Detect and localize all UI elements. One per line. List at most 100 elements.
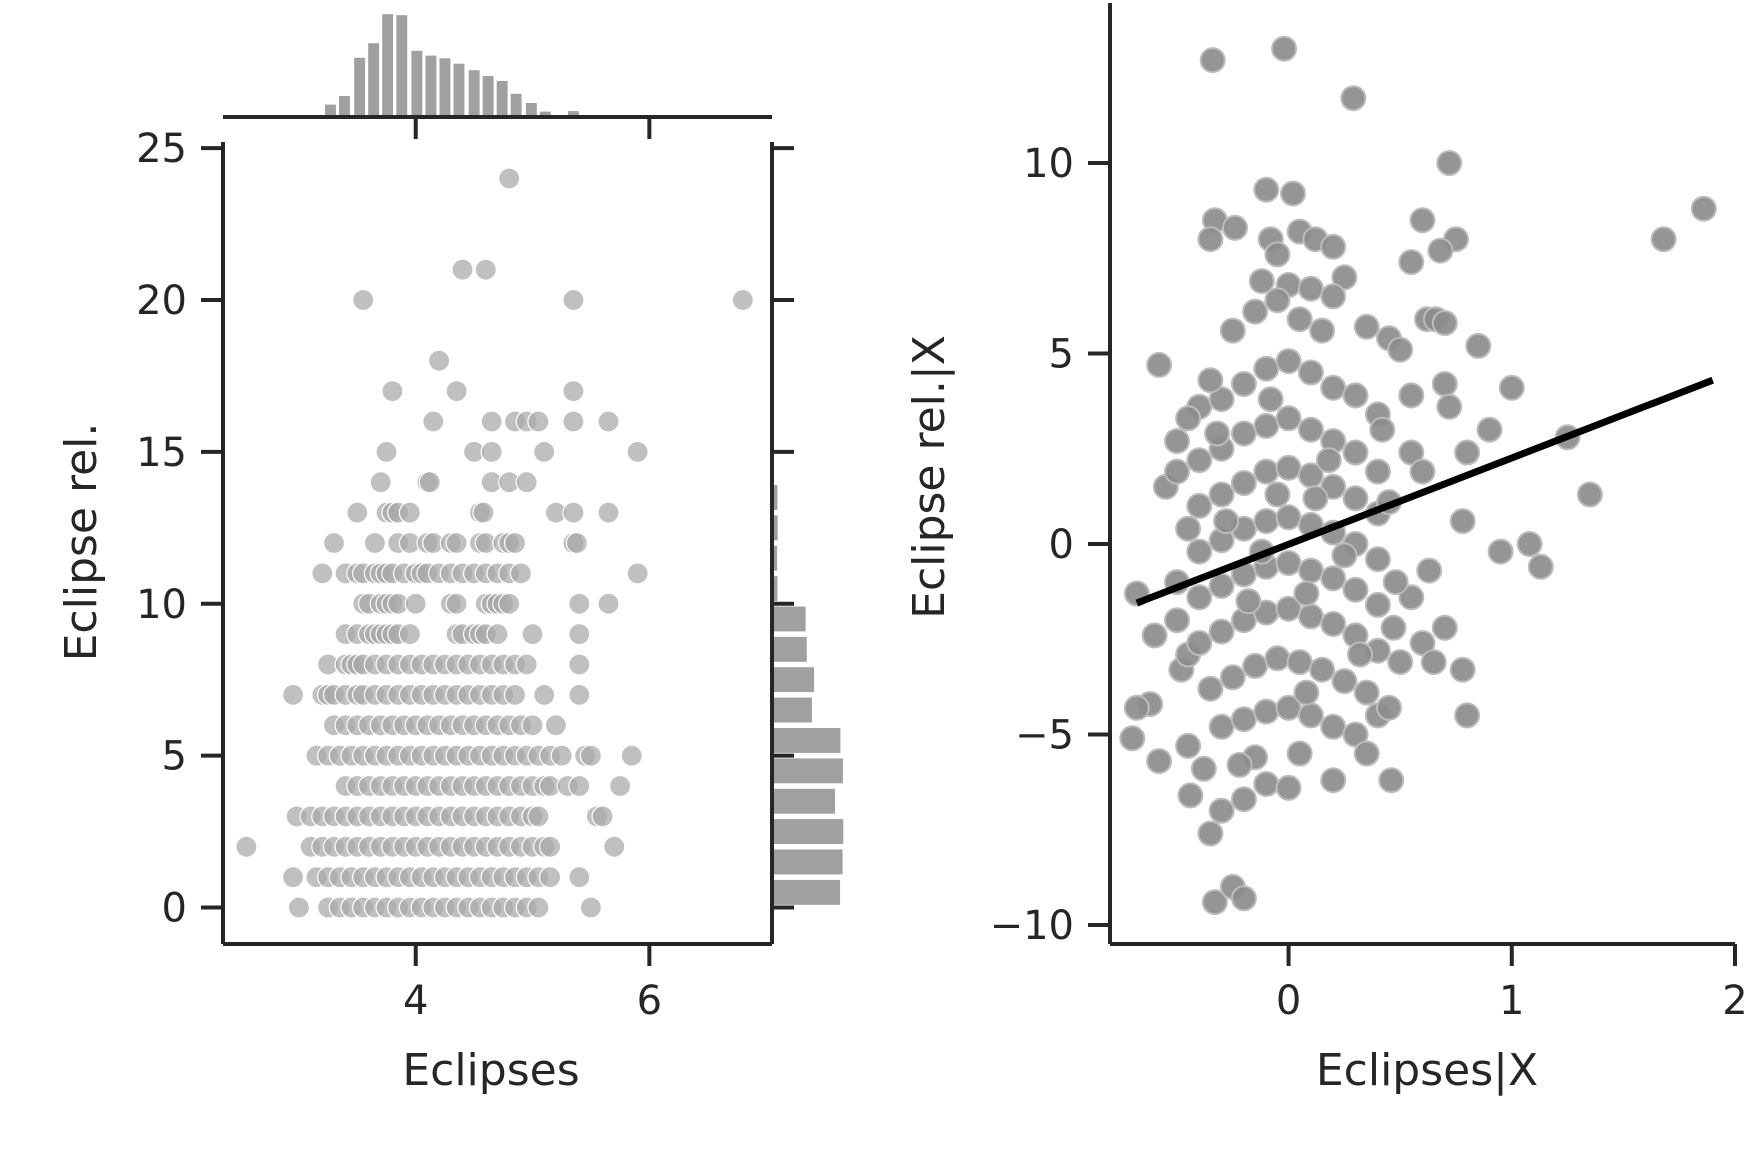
histogram-bar	[411, 50, 423, 117]
right-regression-line	[1135, 376, 1714, 607]
data-point	[597, 501, 620, 524]
data-point	[1498, 374, 1525, 401]
histogram-bar	[772, 636, 807, 662]
data-point	[527, 896, 550, 919]
data-point	[1253, 412, 1280, 439]
data-point	[1331, 542, 1358, 569]
data-point	[1690, 195, 1717, 222]
regression-line	[1135, 376, 1714, 607]
data-point	[1353, 679, 1380, 706]
right-y-axis-label: Eclipse rel.|X	[904, 335, 955, 619]
histogram-bar	[772, 515, 778, 541]
right-axes: −10 −5 0 5 10 0 1 2	[990, 3, 1746, 1024]
data-point	[568, 683, 591, 707]
data-point	[1309, 317, 1336, 344]
left-y-tick-label: 25	[136, 126, 187, 172]
histogram-bar	[772, 667, 815, 693]
data-point	[1527, 553, 1554, 580]
data-point	[1286, 649, 1313, 676]
data-point	[1253, 508, 1280, 535]
histogram-bar	[772, 879, 841, 905]
left-x-tick-label: 6	[637, 978, 662, 1024]
histogram-bar	[453, 63, 465, 117]
data-point	[1516, 531, 1543, 557]
data-point	[1315, 447, 1342, 474]
data-point	[509, 562, 533, 585]
histogram-bar	[510, 93, 522, 117]
histogram-bar	[339, 96, 350, 117]
data-point	[398, 501, 421, 524]
data-point	[503, 531, 527, 555]
data-point	[445, 380, 468, 403]
data-point	[597, 410, 620, 433]
right-partial-regression-plot: −10 −5 0 5 10 0 1 2 Eclipses|X Eclipse rel.|X	[904, 3, 1746, 1096]
data-point	[1175, 732, 1202, 759]
histogram-bar	[772, 485, 778, 510]
histogram-bar	[772, 576, 778, 601]
data-point	[1208, 386, 1235, 413]
left-x-axis-label: Eclipses	[402, 1045, 579, 1096]
data-point	[1264, 241, 1291, 268]
data-point	[1576, 481, 1603, 508]
data-point	[503, 683, 527, 707]
data-point	[1230, 420, 1257, 447]
data-point	[1286, 740, 1313, 767]
data-point	[1416, 557, 1443, 584]
right-x-tick-label: 2	[1722, 978, 1746, 1024]
data-point	[1230, 371, 1257, 397]
data-point	[1275, 504, 1302, 531]
data-point	[1347, 641, 1373, 668]
data-point	[1286, 306, 1313, 333]
data-point	[1119, 725, 1146, 752]
left-y-axis-label: Eclipse rel.	[56, 423, 107, 662]
right-y-tick-label: −5	[1015, 712, 1074, 758]
data-point	[1297, 416, 1324, 443]
data-point	[562, 288, 585, 312]
data-point	[1253, 458, 1280, 485]
data-point	[562, 380, 585, 403]
data-point	[486, 622, 509, 646]
right-y-tick-label: 5	[1049, 331, 1074, 377]
data-point	[591, 805, 614, 828]
data-point	[1364, 591, 1391, 618]
data-point	[1222, 214, 1248, 241]
data-point	[626, 562, 649, 585]
data-point	[597, 592, 620, 615]
left-joint-plot: 0 5 10 15 20 25 4 6 Eclipses Eclipse rel.	[56, 14, 844, 1096]
data-point	[1197, 820, 1224, 847]
data-point	[1230, 885, 1257, 912]
data-point	[1650, 226, 1677, 253]
data-point	[1431, 614, 1458, 641]
histogram-bar	[496, 80, 508, 117]
data-point	[352, 288, 375, 312]
data-point	[620, 744, 643, 767]
data-point	[369, 471, 392, 494]
histogram-bar	[382, 14, 394, 118]
data-point	[1398, 249, 1425, 276]
data-point	[428, 349, 451, 372]
histogram-bar	[772, 606, 806, 632]
data-point	[533, 440, 556, 463]
data-point	[544, 714, 568, 737]
data-point	[1364, 458, 1391, 485]
data-point	[533, 683, 556, 707]
data-point	[1320, 713, 1347, 740]
data-point	[1454, 439, 1481, 466]
data-point	[1164, 607, 1190, 634]
right-x-tick-label: 1	[1499, 978, 1524, 1024]
data-point	[282, 683, 305, 707]
data-point	[1226, 751, 1253, 778]
data-point	[375, 440, 398, 463]
data-point	[1197, 367, 1224, 394]
data-point	[1275, 454, 1302, 481]
data-point	[235, 835, 258, 858]
right-y-tick-label: 10	[1023, 141, 1074, 187]
data-point	[1230, 786, 1257, 813]
histogram-bar	[368, 43, 380, 118]
histogram-bar	[425, 55, 437, 117]
data-point	[1320, 283, 1347, 310]
left-x-tick-label: 4	[403, 978, 428, 1024]
data-point	[451, 258, 474, 281]
data-point	[568, 774, 591, 798]
data-point	[1427, 237, 1454, 264]
